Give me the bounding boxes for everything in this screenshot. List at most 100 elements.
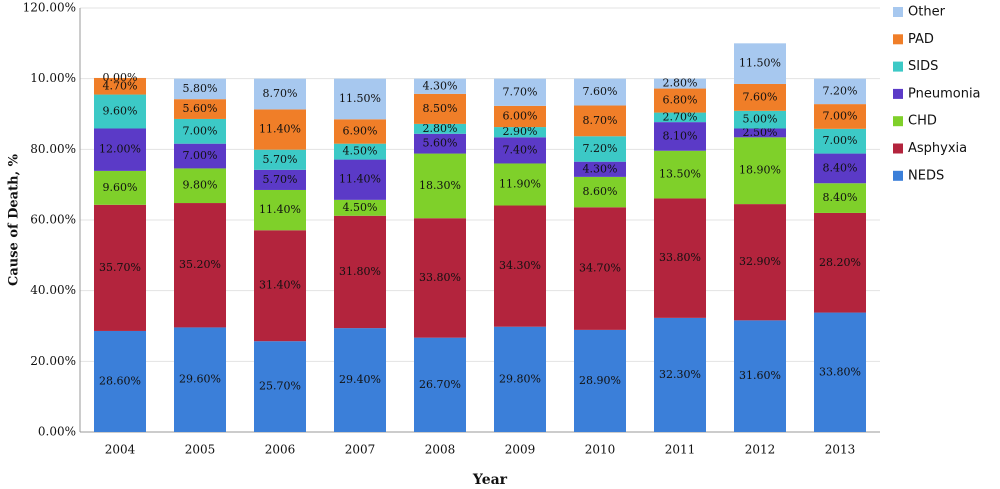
value-label: 4.50% <box>343 201 378 214</box>
bar-segment <box>494 78 546 106</box>
value-label: 7.60% <box>583 85 618 98</box>
value-label: 31.80% <box>339 265 381 278</box>
value-label: 4.30% <box>583 162 618 175</box>
bar-segment <box>814 312 866 432</box>
value-label: 33.80% <box>419 271 461 284</box>
value-label: 34.30% <box>499 259 541 272</box>
bar-segment <box>254 149 306 170</box>
bar-segment <box>814 104 866 129</box>
bar-segment <box>334 143 386 160</box>
bar-segment <box>414 153 466 219</box>
x-tick-label: 2009 <box>505 443 536 457</box>
y-tick-label: 120.00% <box>23 1 76 15</box>
x-tick-label: 2006 <box>265 443 296 457</box>
bar-segment <box>414 133 466 154</box>
value-label: 7.60% <box>743 90 778 103</box>
value-label: 5.60% <box>183 102 218 115</box>
value-label: 7.20% <box>823 84 858 97</box>
bar-segment <box>494 205 546 327</box>
bar-segment <box>574 105 626 137</box>
value-label: 25.70% <box>259 380 301 393</box>
value-label: 4.50% <box>343 145 378 158</box>
bar-segment <box>734 110 786 129</box>
value-label: 34.70% <box>579 262 621 275</box>
x-tick-label: 2012 <box>745 443 776 457</box>
value-label: 4.70% <box>103 79 138 92</box>
x-tick-label: 2010 <box>585 443 616 457</box>
x-axis-label: Year <box>472 472 508 488</box>
legend-label: Asphyxia <box>908 141 967 156</box>
bar-segment <box>494 127 546 138</box>
bar-segment <box>414 93 466 124</box>
bar-segment <box>174 78 226 100</box>
bar-segment <box>334 78 386 120</box>
value-label: 26.70% <box>419 378 461 391</box>
bar-segment <box>254 230 306 342</box>
value-label: 11.50% <box>739 57 781 70</box>
bar-segment <box>654 88 706 113</box>
value-label: 6.00% <box>503 109 538 122</box>
bar-segment <box>574 207 626 330</box>
bar-segment <box>254 189 306 231</box>
value-label: 9.60% <box>103 105 138 118</box>
bar-segment <box>494 105 546 128</box>
value-label: 2.70% <box>663 110 698 123</box>
value-label: 11.50% <box>339 92 381 105</box>
value-label: 7.20% <box>583 142 618 155</box>
legend-label: SIDS <box>908 59 938 74</box>
bar-segment <box>734 128 786 138</box>
value-label: 32.90% <box>739 255 781 268</box>
bar-segment <box>734 137 786 205</box>
bar-segment <box>94 330 146 432</box>
value-label: 29.40% <box>339 373 381 386</box>
value-label: 4.30% <box>423 79 458 92</box>
value-label: 8.40% <box>823 161 858 174</box>
bar-segment <box>414 123 466 134</box>
bar-segment <box>254 109 306 150</box>
y-tick-label: 80.00% <box>30 142 76 156</box>
y-tick-label: 40.00% <box>30 283 76 297</box>
bar-segment <box>574 136 626 162</box>
bar-segment <box>94 170 146 205</box>
value-label: 11.90% <box>499 177 541 190</box>
value-label: 5.80% <box>183 82 218 95</box>
value-label: 33.80% <box>819 365 861 378</box>
y-tick-label: 10.00% <box>30 71 76 85</box>
bar-segment <box>734 83 786 111</box>
legend-swatch <box>893 88 903 99</box>
value-label: 6.90% <box>343 124 378 137</box>
value-label: 2.80% <box>663 77 698 90</box>
value-label: 35.20% <box>179 258 221 271</box>
bar-segment <box>334 328 386 432</box>
bar-segment <box>494 326 546 432</box>
value-label: 0.00% <box>103 71 138 84</box>
value-label: 5.00% <box>743 113 778 126</box>
bar-segment <box>174 99 226 119</box>
legend-swatch <box>893 7 903 17</box>
bar-segment <box>94 204 146 331</box>
bar-segment <box>814 128 866 154</box>
value-label: 5.70% <box>263 153 298 166</box>
bar-segment <box>254 78 306 110</box>
bar-segment <box>574 161 626 177</box>
bar-segment <box>494 137 546 164</box>
bar-segment <box>174 327 226 432</box>
value-label: 11.40% <box>259 203 301 216</box>
x-tick-label: 2011 <box>665 443 696 457</box>
bar-segment <box>254 169 306 190</box>
bar-segment <box>574 78 626 106</box>
value-label: 7.40% <box>503 143 538 156</box>
value-label: 2.90% <box>503 125 538 138</box>
bar-segment <box>414 78 466 94</box>
bar-segment <box>174 143 226 169</box>
bar-segment <box>94 128 146 171</box>
value-label: 18.30% <box>419 179 461 192</box>
bar-segment <box>574 176 626 208</box>
value-label: 18.90% <box>739 164 781 177</box>
legend-label: Other <box>908 5 946 20</box>
value-label: 31.60% <box>739 369 781 382</box>
bar-segment <box>654 122 706 151</box>
value-label: 9.80% <box>183 179 218 192</box>
value-label: 8.60% <box>583 185 618 198</box>
